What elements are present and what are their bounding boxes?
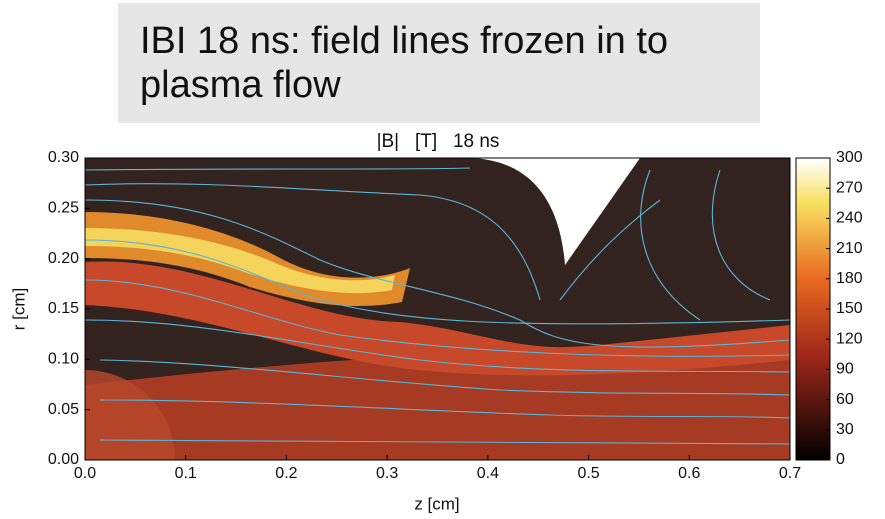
y-tick-label: 0.10 xyxy=(48,351,79,368)
colorbar-tick-label: 60 xyxy=(836,391,854,408)
y-tick-label: 0.05 xyxy=(48,401,79,418)
colorbar-tick-label: 270 xyxy=(836,179,863,196)
colorbar-tick-label: 240 xyxy=(836,210,863,227)
colorbar-tick-label: 180 xyxy=(836,270,863,287)
y-tick-label: 0.15 xyxy=(48,300,79,317)
colorbar-tick-label: 30 xyxy=(836,421,854,438)
y-tick-label: 0.30 xyxy=(48,149,79,166)
x-axis-label: z [cm] xyxy=(414,494,459,513)
colorbar-tick-label: 120 xyxy=(836,330,863,347)
x-tick-label: 0.4 xyxy=(477,465,499,482)
colorbar-tick-label: 0 xyxy=(836,451,845,468)
x-tick-label: 0.7 xyxy=(779,465,801,482)
y-tick-label: 0.25 xyxy=(48,200,79,217)
colorbar-tick-label: 150 xyxy=(836,300,863,317)
y-tick-label: 0.00 xyxy=(48,451,79,468)
x-tick-label: 0.0 xyxy=(74,465,96,482)
x-tick-label: 0.6 xyxy=(678,465,700,482)
x-tick-label: 0.3 xyxy=(376,465,398,482)
x-tick-label: 0.2 xyxy=(275,465,297,482)
y-tick-label: 0.20 xyxy=(48,250,79,267)
colorbar-tick-label: 90 xyxy=(836,361,854,378)
field-image xyxy=(85,158,790,460)
x-tick-label: 0.1 xyxy=(175,465,197,482)
y-axis-label: r [cm] xyxy=(9,288,28,331)
colorbar xyxy=(795,157,831,461)
x-tick-label: 0.5 xyxy=(577,465,599,482)
slide-heading: IBI 18 ns: field lines frozen in to plas… xyxy=(118,3,760,123)
plot-title: |B| [T] 18 ns xyxy=(377,131,500,152)
colorbar-tick-label: 210 xyxy=(836,240,863,257)
colorbar-tick-label: 300 xyxy=(836,149,863,166)
